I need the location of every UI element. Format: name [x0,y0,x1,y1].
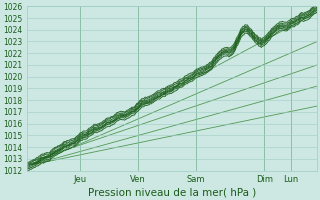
X-axis label: Pression niveau de la mer( hPa ): Pression niveau de la mer( hPa ) [88,187,256,197]
